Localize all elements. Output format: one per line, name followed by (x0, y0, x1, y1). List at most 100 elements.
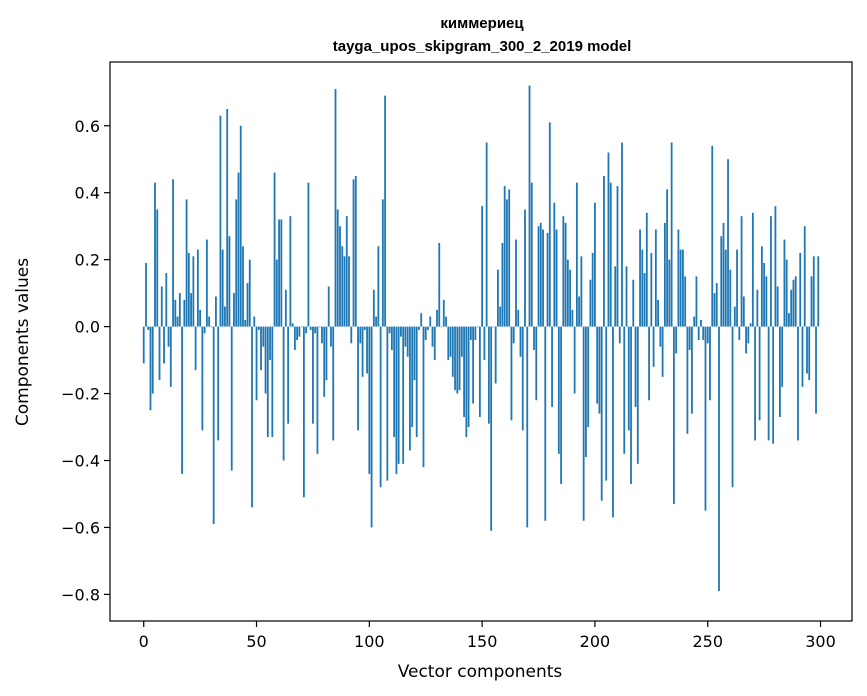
bar-69 (298, 326, 301, 337)
bar-56 (269, 326, 271, 361)
bar-299 (817, 256, 820, 327)
x-tick-label: 100 (354, 632, 385, 651)
bar-284 (783, 239, 786, 327)
bar-48 (251, 326, 253, 508)
bar-44 (242, 246, 244, 327)
bar-123 (420, 313, 423, 327)
bar-28 (205, 239, 208, 327)
bar-2 (147, 326, 150, 330)
bar-85 (334, 88, 337, 327)
bar-127 (429, 316, 432, 327)
bar-76 (314, 326, 317, 334)
bar-136 (449, 326, 452, 357)
bar-207 (609, 182, 612, 327)
bar-94 (354, 175, 357, 327)
bar-211 (618, 326, 621, 344)
y-tick-label: 0.2 (75, 251, 100, 270)
bar-141 (460, 326, 463, 357)
bar-116 (404, 326, 407, 347)
bar-31 (212, 326, 215, 525)
bar-1 (145, 263, 147, 327)
bar-134 (445, 316, 447, 327)
bar-180 (548, 122, 551, 327)
bar-256 (720, 236, 723, 327)
bar-75 (312, 326, 314, 424)
bar-54 (264, 326, 267, 394)
bar-55 (266, 326, 269, 438)
bar-171 (528, 85, 531, 327)
bar-261 (731, 326, 734, 488)
x-axis: 0 50 100 150 200 250 300 (139, 621, 836, 651)
bar-220 (639, 229, 641, 327)
bar-218 (634, 326, 637, 407)
bar-74 (309, 326, 312, 330)
bar-172 (530, 182, 533, 327)
bar-244 (693, 316, 696, 327)
bar-142 (463, 326, 465, 417)
bar-215 (627, 326, 630, 431)
bar-9 (163, 326, 165, 364)
bar-282 (779, 326, 781, 417)
bar-291 (799, 252, 802, 327)
bar-192 (575, 182, 578, 327)
bar-132 (440, 326, 443, 328)
bar-293 (803, 226, 806, 327)
bar-264 (738, 326, 741, 340)
bar-160 (503, 186, 506, 327)
bar-110 (390, 326, 393, 351)
bar-87 (339, 226, 341, 327)
bar-32 (215, 296, 217, 327)
bar-65 (289, 216, 292, 327)
bar-203 (600, 326, 603, 501)
bar-157 (497, 269, 499, 327)
bar-5 (154, 182, 156, 327)
bar-273 (758, 326, 761, 421)
bar-262 (733, 306, 736, 327)
bar-18 (183, 299, 186, 327)
bar-167 (519, 326, 522, 357)
bar-260 (729, 269, 732, 327)
bar-228 (657, 299, 659, 327)
bar-20 (187, 252, 190, 327)
bar-130 (436, 309, 438, 327)
bar-216 (630, 326, 632, 484)
bar-22 (192, 256, 195, 327)
bar-175 (537, 226, 540, 327)
bar-50 (255, 326, 258, 401)
bar-84 (332, 326, 335, 441)
bar-281 (776, 286, 779, 327)
bar-103 (375, 316, 377, 327)
bar-184 (557, 326, 560, 454)
bar-214 (625, 266, 628, 327)
bar-0 (142, 326, 145, 364)
bar-162 (508, 189, 511, 327)
bar-13 (172, 179, 174, 327)
y-axis-label: Components values (13, 258, 33, 426)
bar-263 (736, 249, 738, 327)
bar-242 (688, 326, 691, 351)
bar-238 (679, 249, 682, 327)
bar-177 (542, 229, 544, 327)
bar-81 (325, 326, 328, 381)
bar-88 (341, 246, 344, 327)
bar-219 (636, 326, 639, 464)
bar-16 (178, 293, 181, 327)
bar-275 (763, 263, 766, 327)
bar-289 (794, 276, 797, 327)
y-tick-label: 0.0 (75, 318, 100, 337)
bar-53 (262, 326, 265, 347)
bar-213 (623, 326, 626, 454)
bar-233 (668, 259, 671, 327)
bar-250 (706, 326, 709, 344)
bar-194 (580, 256, 583, 327)
y-tick-label: −0.6 (61, 518, 100, 537)
bar-114 (400, 326, 402, 337)
bar-86 (336, 209, 339, 327)
y-tick-label: −0.2 (61, 385, 100, 404)
bar-232 (666, 189, 669, 327)
bar-23 (194, 326, 197, 371)
bar-237 (677, 229, 680, 327)
bar-190 (571, 309, 574, 327)
bar-98 (363, 326, 366, 330)
